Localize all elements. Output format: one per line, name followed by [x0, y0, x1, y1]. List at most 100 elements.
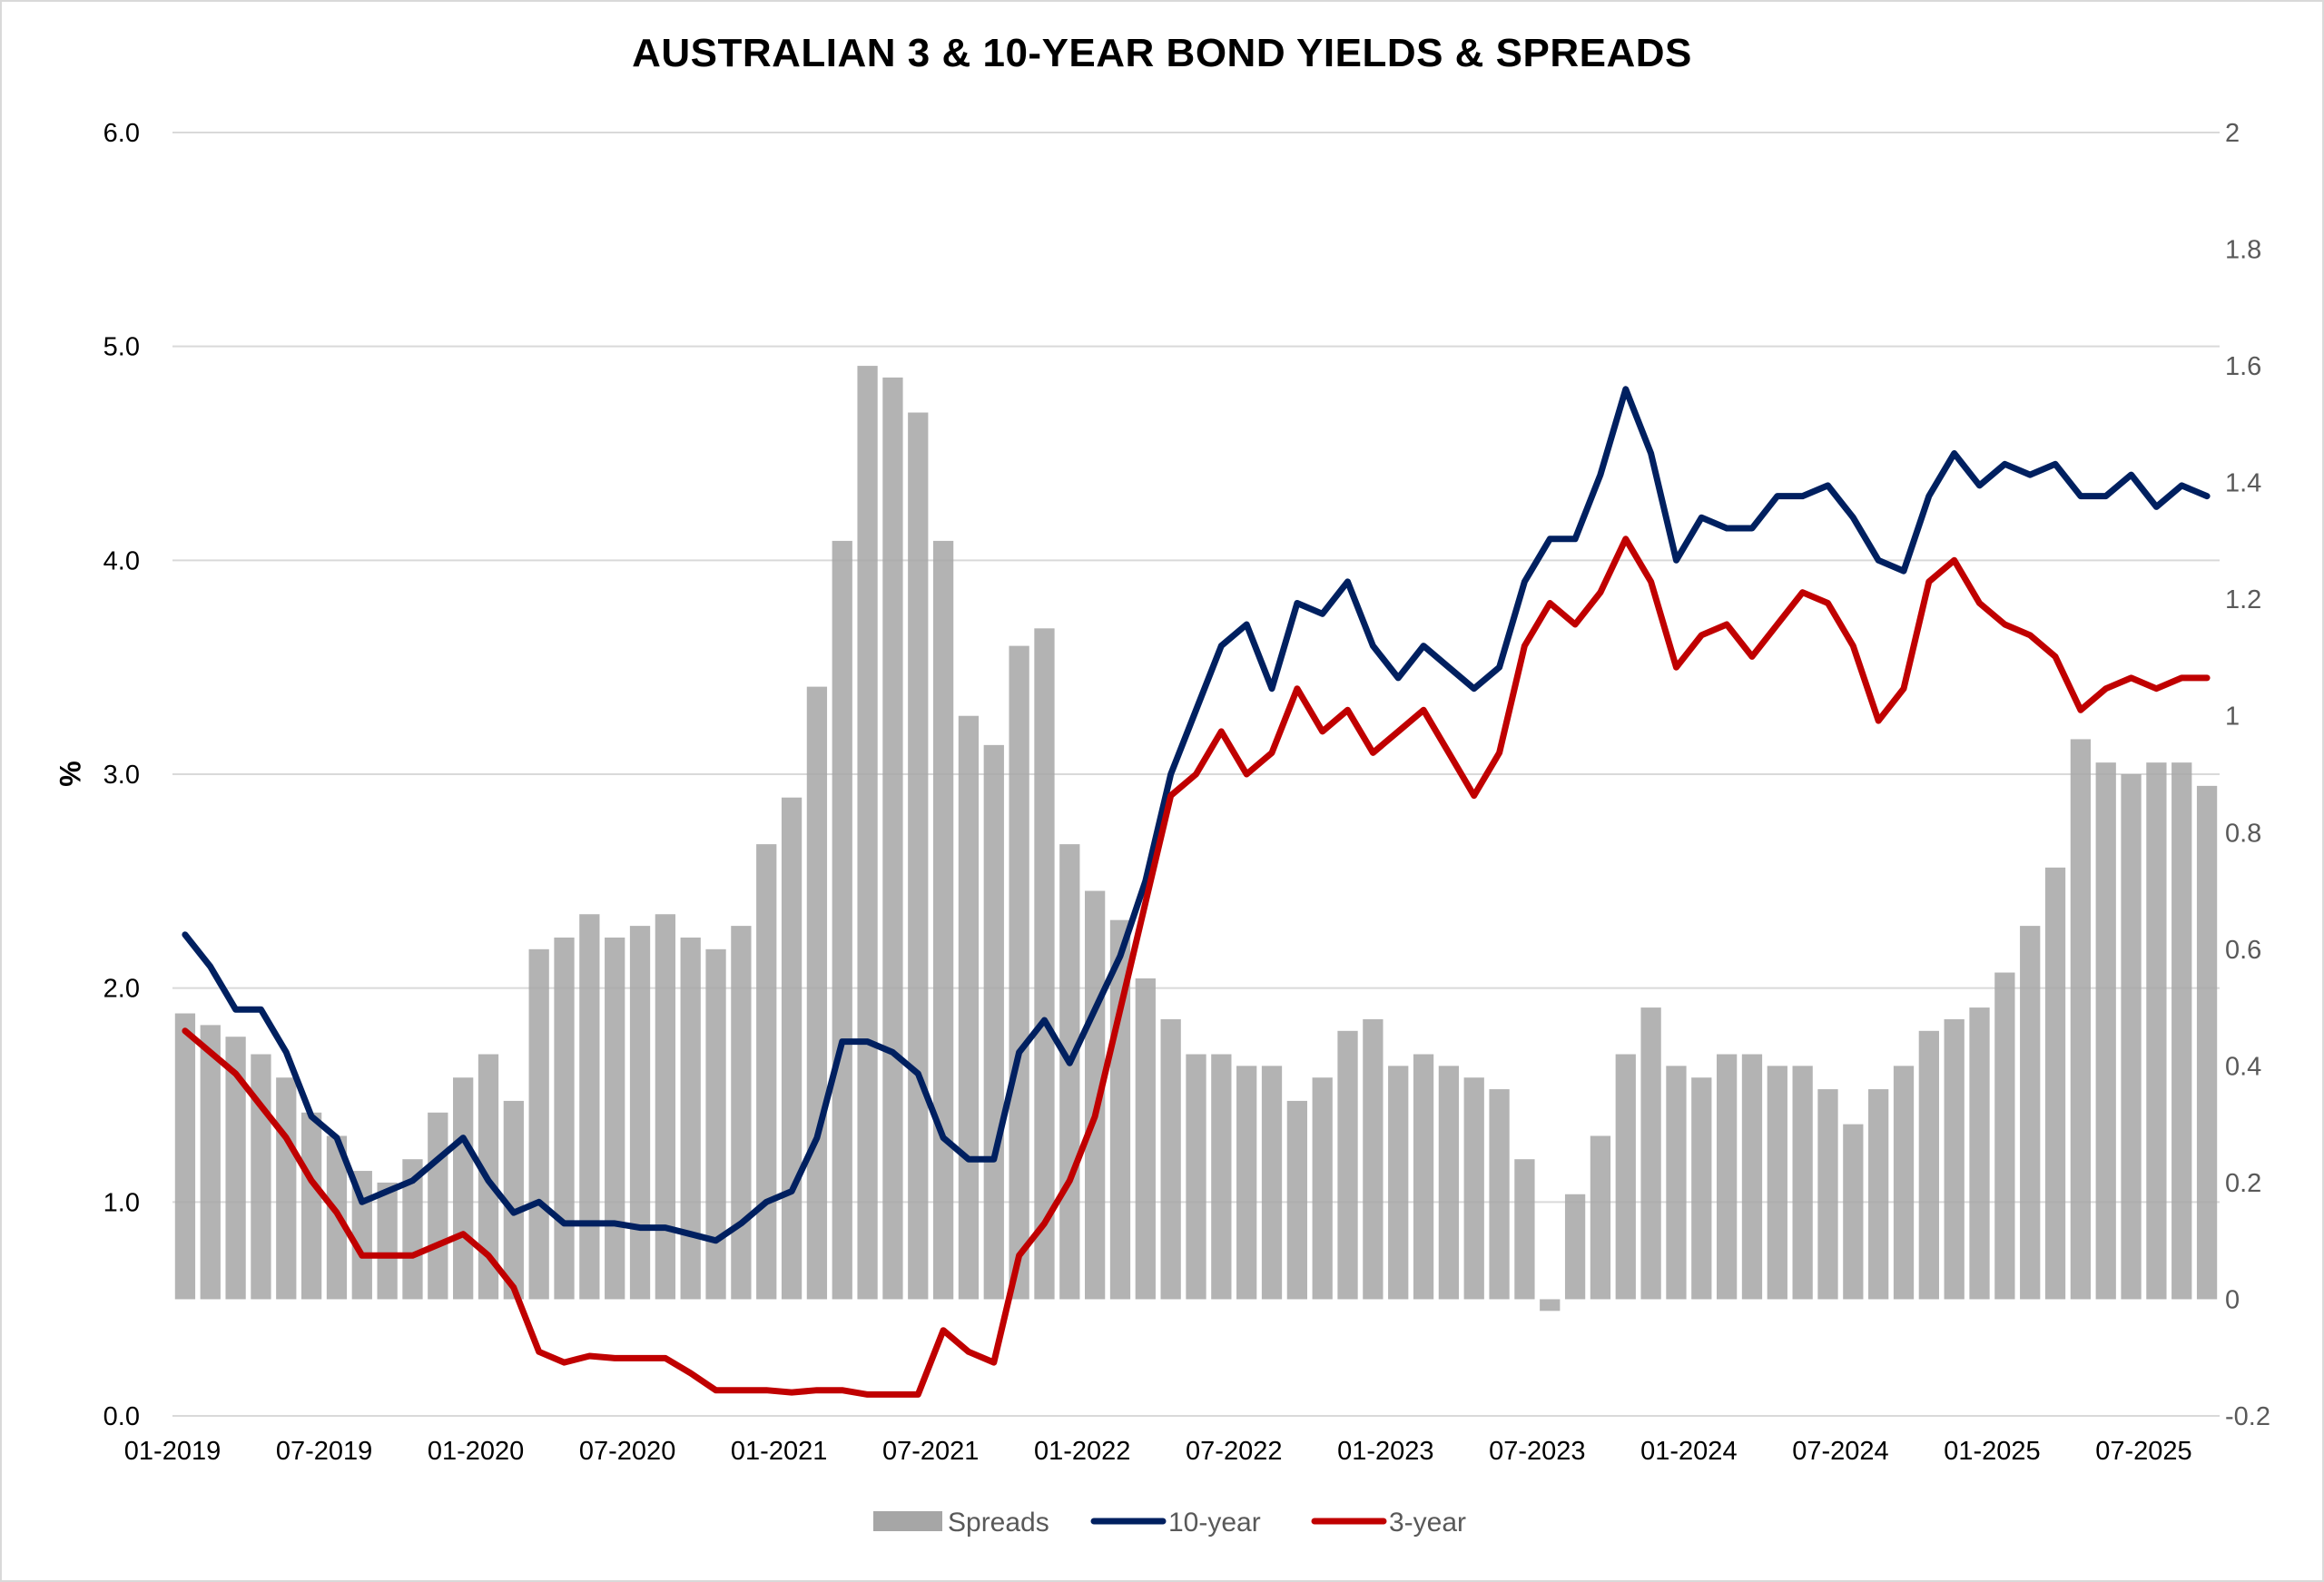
- spread-bar: [1741, 1054, 1763, 1300]
- spread-bar: [377, 1182, 398, 1300]
- spread-bar: [882, 377, 903, 1300]
- y-tick-label: 5.0: [103, 333, 140, 362]
- spread-bar: [832, 540, 852, 1300]
- y2-tick-label: -0.2: [2225, 1402, 2270, 1431]
- spread-bar: [402, 1159, 423, 1300]
- spread-bar: [503, 1100, 524, 1300]
- spread-bar: [1792, 1066, 1813, 1300]
- spread-bar: [428, 1112, 448, 1300]
- x-tick-label: 07-2019: [276, 1437, 372, 1466]
- spread-bar: [1312, 1077, 1333, 1300]
- spread-bar: [2020, 926, 2041, 1300]
- x-tick-label: 01-2023: [1337, 1437, 1433, 1466]
- spread-bar: [1716, 1054, 1738, 1300]
- x-tick-label: 01-2020: [428, 1437, 524, 1466]
- x-tick-label: 07-2020: [579, 1437, 675, 1466]
- spread-bar: [1211, 1054, 1232, 1300]
- y2-tick-label: 1.6: [2225, 352, 2261, 381]
- spread-bar: [453, 1077, 474, 1300]
- spread-bar: [579, 914, 600, 1300]
- spread-bar: [756, 844, 777, 1300]
- spread-bar: [1691, 1077, 1712, 1300]
- spread-bar: [983, 744, 1004, 1300]
- spread-bar: [1388, 1066, 1409, 1300]
- spread-bar: [806, 686, 828, 1300]
- spread-bar: [1337, 1030, 1358, 1300]
- spread-bar: [1438, 1066, 1460, 1300]
- spread-bar: [731, 926, 752, 1300]
- spread-bar: [1059, 844, 1080, 1300]
- spread-bar: [1640, 1007, 1661, 1300]
- spread-bar: [655, 914, 676, 1300]
- spread-bar: [300, 1112, 322, 1300]
- spread-bar: [1918, 1030, 1939, 1300]
- spread-bar: [1413, 1054, 1434, 1300]
- chart-title: AUSTRALIAN 3 & 10-YEAR BOND YIELDS & SPR…: [632, 31, 1692, 75]
- spread-bar: [680, 937, 701, 1300]
- spread-bar: [554, 937, 575, 1300]
- spread-bar: [908, 412, 929, 1300]
- y-tick-label: 2.0: [103, 975, 140, 1004]
- spread-bar: [1564, 1194, 1586, 1300]
- spread-bar: [2095, 762, 2116, 1300]
- spread-bar: [2044, 867, 2066, 1300]
- y2-tick-label: 1.2: [2225, 585, 2261, 614]
- spreads-bars: [174, 366, 2218, 1312]
- x-tick-label: 07-2023: [1489, 1437, 1585, 1466]
- spread-bar: [1944, 1018, 1965, 1300]
- x-tick-label: 01-2019: [124, 1437, 221, 1466]
- legend-label: 10-year: [1168, 1508, 1261, 1538]
- spread-bar: [1186, 1054, 1206, 1300]
- spread-bar: [1009, 645, 1029, 1300]
- y2-tick-label: 0: [2225, 1285, 2240, 1314]
- y2-tick-label: 1: [2225, 703, 2240, 732]
- spread-bar: [1135, 978, 1156, 1300]
- legend-label: Spreads: [948, 1508, 1049, 1538]
- spread-bar: [1160, 1018, 1181, 1300]
- y-tick-label: 1.0: [103, 1188, 140, 1217]
- x-tick-label: 07-2021: [882, 1437, 979, 1466]
- spread-bar: [932, 540, 954, 1300]
- spread-bar: [605, 937, 625, 1300]
- spread-bar: [225, 1037, 246, 1300]
- spread-bar: [1868, 1089, 1889, 1300]
- line-10-year: [182, 386, 2211, 1244]
- spread-bar: [2070, 739, 2092, 1300]
- spread-bar: [1236, 1066, 1257, 1300]
- legend: Spreads 10-year 3-year: [873, 1508, 1466, 1538]
- spread-bar: [857, 366, 878, 1300]
- y2-tick-label: 2: [2225, 119, 2240, 148]
- spread-bar: [2196, 785, 2218, 1300]
- y-tick-label: 3.0: [103, 761, 140, 790]
- y2-tick-label: 0.6: [2225, 936, 2261, 965]
- y-tick-label: 4.0: [103, 546, 140, 575]
- spread-bar: [1666, 1066, 1687, 1300]
- spread-bar: [251, 1054, 271, 1300]
- spread-bar: [781, 797, 803, 1300]
- spread-bar: [1615, 1054, 1636, 1300]
- spread-bar: [2121, 774, 2142, 1300]
- spread-bar: [1489, 1089, 1510, 1300]
- spread-bar: [1893, 1066, 1915, 1300]
- spread-bar: [1843, 1124, 1864, 1300]
- spread-bar: [276, 1077, 297, 1300]
- spread-bar: [705, 948, 726, 1300]
- spread-bar: [1261, 1066, 1283, 1300]
- spread-bar: [1817, 1089, 1838, 1300]
- spread-bar: [200, 1025, 221, 1300]
- x-tick-label: 01-2024: [1640, 1437, 1737, 1466]
- spread-bar: [1034, 628, 1055, 1300]
- y2-tick-label: 0.2: [2225, 1169, 2261, 1198]
- spread-bar: [1540, 1299, 1561, 1312]
- spread-bar: [1463, 1077, 1484, 1300]
- yield-lines: [182, 386, 2211, 1398]
- y2-tick-label: 1.4: [2225, 469, 2261, 498]
- spread-bar: [1767, 1066, 1787, 1300]
- spread-bar: [2146, 762, 2167, 1300]
- y2-tick-label: 0.8: [2225, 819, 2261, 848]
- spread-bar: [1994, 972, 2015, 1300]
- spread-bar: [1109, 919, 1131, 1300]
- y2-tick-label: 0.4: [2225, 1052, 2261, 1081]
